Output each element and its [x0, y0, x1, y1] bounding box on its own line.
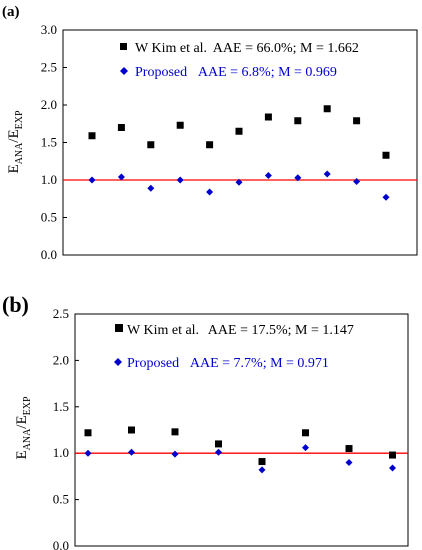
panel-a-kim-point	[147, 141, 155, 149]
panel-b-ylabel-main: E	[14, 450, 30, 459]
panel-a-y-tick-label: 2.0	[41, 97, 57, 112]
panel-b-proposed-point	[171, 450, 179, 458]
panel-b-legend-series1-name: W Kim et al.	[127, 323, 199, 338]
panel-a-kim-point	[353, 117, 361, 125]
panel-b: (b) EANA/EEXP W Kim et al. AAE = 17.5%; …	[2, 292, 409, 550]
panel-a-label: (a)	[2, 4, 20, 20]
panel-b-plot-frame	[74, 313, 409, 547]
panel-a-ylabel-main: E	[6, 164, 22, 173]
panel-a-proposed-point	[323, 170, 331, 178]
panel-a-proposed-point	[176, 176, 184, 184]
panel-a-legend-series2: Proposed AAE = 6.8%; M = 0.969	[135, 65, 337, 80]
panel-b-y-tick-label: 2.5	[53, 306, 69, 321]
panel-a-proposed-point	[264, 172, 272, 179]
panel-a-proposed-point	[117, 173, 125, 181]
panel-b-legend-series2: Proposed AAE = 7.7%; M = 0.971	[127, 356, 329, 371]
panel-b-kim-point	[84, 429, 92, 437]
panel-a-proposed-point	[206, 188, 214, 196]
panel-b-y-tick-label: 2.0	[53, 352, 69, 367]
panel-b-proposed-point	[215, 448, 222, 456]
panel-b-legend: W Kim et al. AAE = 17.5%; M = 1.147 Prop…	[114, 323, 354, 371]
panel-b-proposed-point	[128, 448, 135, 456]
panel-a-ylabel-sub2: EXP	[14, 110, 25, 129]
panel-a-legend-series1-stats: AAE = 66.0%; M = 1.662	[213, 41, 359, 56]
panel-a: (a) EANA/EEXP W Kim et al. AAE = 66.0%; …	[2, 4, 418, 262]
panel-a-legend-series2-name: Proposed	[135, 65, 187, 80]
panel-a-kim-point	[264, 113, 272, 121]
panel-a-legend-marker-square	[120, 43, 127, 50]
panel-b-proposed-point	[302, 444, 309, 452]
panel-a-legend-marker-diamond	[120, 67, 128, 75]
panel-b-y-ticks: 0.0 0.5 1.0 1.5 2.0 2.5	[53, 306, 79, 550]
panel-b-legend-marker-diamond	[114, 358, 122, 366]
panel-a-y-tick-label: 1.0	[41, 172, 57, 187]
panel-b-kim-point	[215, 440, 222, 448]
panel-b-proposed-point	[258, 466, 266, 474]
panel-b-legend-series2-name: Proposed	[127, 356, 179, 371]
panel-b-proposed-point	[389, 464, 396, 472]
panel-a-y-tick-label: 2.5	[41, 60, 57, 75]
panel-a-kim-point	[235, 127, 243, 135]
panel-b-y-tick-label: 1.0	[53, 445, 69, 460]
panel-b-y-tick-label: 1.5	[53, 399, 69, 414]
panel-a-proposed-point	[235, 178, 243, 186]
panel-a-y-tick-label: 0.5	[41, 210, 57, 225]
panel-b-ylabel-sub2: EXP	[22, 396, 33, 415]
panel-b-marks	[84, 426, 396, 474]
panel-a-legend-series1: W Kim et al. AAE = 66.0%; M = 1.662	[135, 41, 359, 56]
panel-b-kim-point	[389, 451, 396, 459]
panel-a-kim-point	[206, 141, 214, 149]
panel-b-proposed-point	[84, 449, 92, 457]
panel-b-ylabel-sub1: ANA	[22, 428, 33, 450]
panel-a-y-tick-label: 0.0	[41, 247, 57, 262]
panel-a-ylabel-sub1: ANA	[14, 142, 25, 164]
panel-a-plot-frame	[62, 29, 418, 256]
panel-a-marks	[88, 105, 390, 201]
panel-a-y-ticks: 0.0 0.5 1.0 1.5 2.0 2.5 3.0	[41, 22, 67, 262]
panel-b-legend-marker-square	[115, 324, 123, 332]
panel-b-label: (b)	[2, 292, 29, 317]
panel-a-kim-point	[323, 105, 331, 113]
panel-a-proposed-point	[147, 184, 155, 192]
panel-b-legend-series1: W Kim et al. AAE = 17.5%; M = 1.147	[127, 323, 354, 338]
panel-a-ylabel-slash: /E	[6, 129, 22, 142]
panel-a-kim-point	[382, 151, 390, 159]
panel-a-legend: W Kim et al. AAE = 66.0%; M = 1.662 Prop…	[120, 41, 359, 80]
panel-a-proposed-point	[294, 174, 302, 182]
panel-b-kim-point	[128, 426, 135, 434]
panel-a-kim-point	[176, 121, 184, 129]
panel-b-y-axis-label: EANA/EEXP	[14, 396, 33, 460]
panel-a-kim-point	[117, 124, 125, 131]
panel-b-kim-point	[171, 428, 179, 436]
panel-a-y-tick-label: 3.0	[41, 22, 57, 37]
panel-a-kim-point	[88, 132, 96, 140]
panel-b-ylabel-slash: /E	[14, 415, 30, 428]
panel-b-legend-series2-stats: AAE = 7.7%; M = 0.971	[190, 356, 329, 371]
panel-b-kim-point	[345, 445, 353, 453]
panel-a-proposed-point	[88, 176, 96, 184]
panel-b-y-tick-label: 0.5	[53, 492, 69, 507]
panel-a-kim-point	[294, 117, 302, 125]
panel-b-kim-point	[258, 458, 266, 466]
panel-a-y-axis-label: EANA/EEXP	[6, 110, 25, 174]
panel-b-legend-series1-stats: AAE = 17.5%; M = 1.147	[208, 323, 354, 338]
panel-a-legend-series1-name: W Kim et al.	[135, 41, 207, 56]
panel-b-kim-point	[302, 429, 309, 437]
panel-a-y-tick-label: 1.5	[41, 135, 57, 150]
panel-a-proposed-point	[353, 178, 361, 185]
panel-b-proposed-point	[345, 458, 353, 466]
panel-a-legend-series2-stats: AAE = 6.8%; M = 0.969	[198, 65, 337, 80]
panel-b-y-tick-label: 0.0	[53, 538, 69, 550]
panel-a-proposed-point	[382, 193, 390, 201]
